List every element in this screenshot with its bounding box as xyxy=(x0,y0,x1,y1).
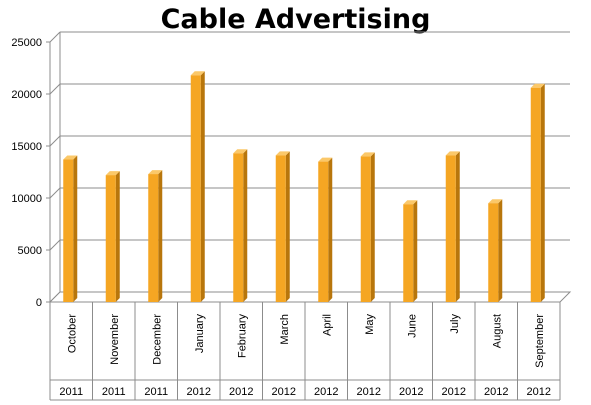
bar-top xyxy=(233,149,248,154)
bar xyxy=(318,157,333,302)
bar-top xyxy=(360,152,375,157)
bar-front xyxy=(360,156,371,302)
bar-front xyxy=(488,203,499,302)
year-label: 2011 xyxy=(59,386,83,398)
y-tick-label: 0 xyxy=(36,297,42,309)
bar xyxy=(360,152,375,302)
category-label: July xyxy=(449,314,461,334)
gridline-side xyxy=(49,31,61,43)
category-label: December xyxy=(151,314,163,365)
bar-front xyxy=(445,155,456,302)
bar-side xyxy=(73,155,78,302)
bar xyxy=(445,151,460,302)
bar-side xyxy=(158,170,163,302)
bar-top xyxy=(275,151,290,156)
category-label: November xyxy=(109,314,121,365)
category-label: September xyxy=(534,314,546,368)
gridline-side xyxy=(49,187,61,199)
bar xyxy=(488,199,503,302)
bar-front xyxy=(148,174,159,302)
bar xyxy=(403,200,418,302)
bar xyxy=(63,155,78,302)
bar xyxy=(190,71,205,302)
year-label: 2012 xyxy=(357,386,381,398)
bar-top xyxy=(403,200,418,205)
y-tick-label: 5000 xyxy=(18,245,42,257)
bar-layer xyxy=(63,71,545,302)
bar-side xyxy=(200,71,205,302)
bar-top xyxy=(105,171,120,176)
bar-side xyxy=(498,199,503,302)
year-label: 2012 xyxy=(314,386,338,398)
bar-front xyxy=(63,159,74,302)
grid-layer xyxy=(48,31,572,303)
bar-top xyxy=(488,199,503,204)
bar-front xyxy=(530,87,541,302)
gridline-side xyxy=(49,239,61,251)
label-layer: 0 5000 10000 15000 20000 25000 October 2011 Nove… xyxy=(11,37,551,398)
category-label: May xyxy=(364,314,376,335)
category-label: March xyxy=(279,314,291,345)
year-label: 2012 xyxy=(399,386,423,398)
y-tick-label: 10000 xyxy=(11,193,42,205)
bar-side xyxy=(115,171,120,302)
bar-top xyxy=(318,157,333,162)
y-tick-label: 20000 xyxy=(11,89,42,101)
axis-layer xyxy=(46,41,561,401)
category-label: February xyxy=(236,314,248,359)
bar xyxy=(530,83,545,302)
chart-title: Cable Advertising xyxy=(160,4,431,35)
category-label: October xyxy=(66,314,78,353)
category-label: June xyxy=(406,314,418,338)
bar-side xyxy=(455,151,460,302)
year-label: 2012 xyxy=(442,386,466,398)
bar xyxy=(148,170,163,302)
y-tick-label: 25000 xyxy=(11,37,42,49)
bar-side xyxy=(413,200,418,302)
year-label: 2012 xyxy=(484,386,508,398)
year-label: 2012 xyxy=(229,386,253,398)
bar xyxy=(275,151,290,302)
category-label: August xyxy=(491,314,503,348)
bar-front xyxy=(190,75,201,302)
gridline-side xyxy=(49,83,61,95)
bar-side xyxy=(370,152,375,302)
bar-top xyxy=(530,83,545,88)
year-label: 2012 xyxy=(527,386,551,398)
year-label: 2012 xyxy=(187,386,211,398)
bar-top xyxy=(445,151,460,156)
bar-front xyxy=(275,155,286,302)
year-label: 2012 xyxy=(272,386,296,398)
category-label: January xyxy=(194,314,206,354)
bar-top xyxy=(63,155,78,160)
bar-top xyxy=(148,170,163,175)
year-label: 2011 xyxy=(144,386,168,398)
bar xyxy=(105,171,120,302)
bar xyxy=(233,149,248,302)
bar-front xyxy=(403,204,414,302)
bar-front xyxy=(318,161,329,302)
year-label: 2011 xyxy=(102,386,126,398)
bar-side xyxy=(285,151,290,302)
category-label: April xyxy=(321,314,333,336)
gridline-side xyxy=(49,135,61,147)
bar-top xyxy=(190,71,205,76)
bar-side xyxy=(540,83,545,302)
y-tick-label: 15000 xyxy=(11,141,42,153)
bar-front xyxy=(105,175,116,302)
bar-front xyxy=(233,153,244,302)
bar-side xyxy=(328,157,333,302)
bar-side xyxy=(243,149,248,302)
